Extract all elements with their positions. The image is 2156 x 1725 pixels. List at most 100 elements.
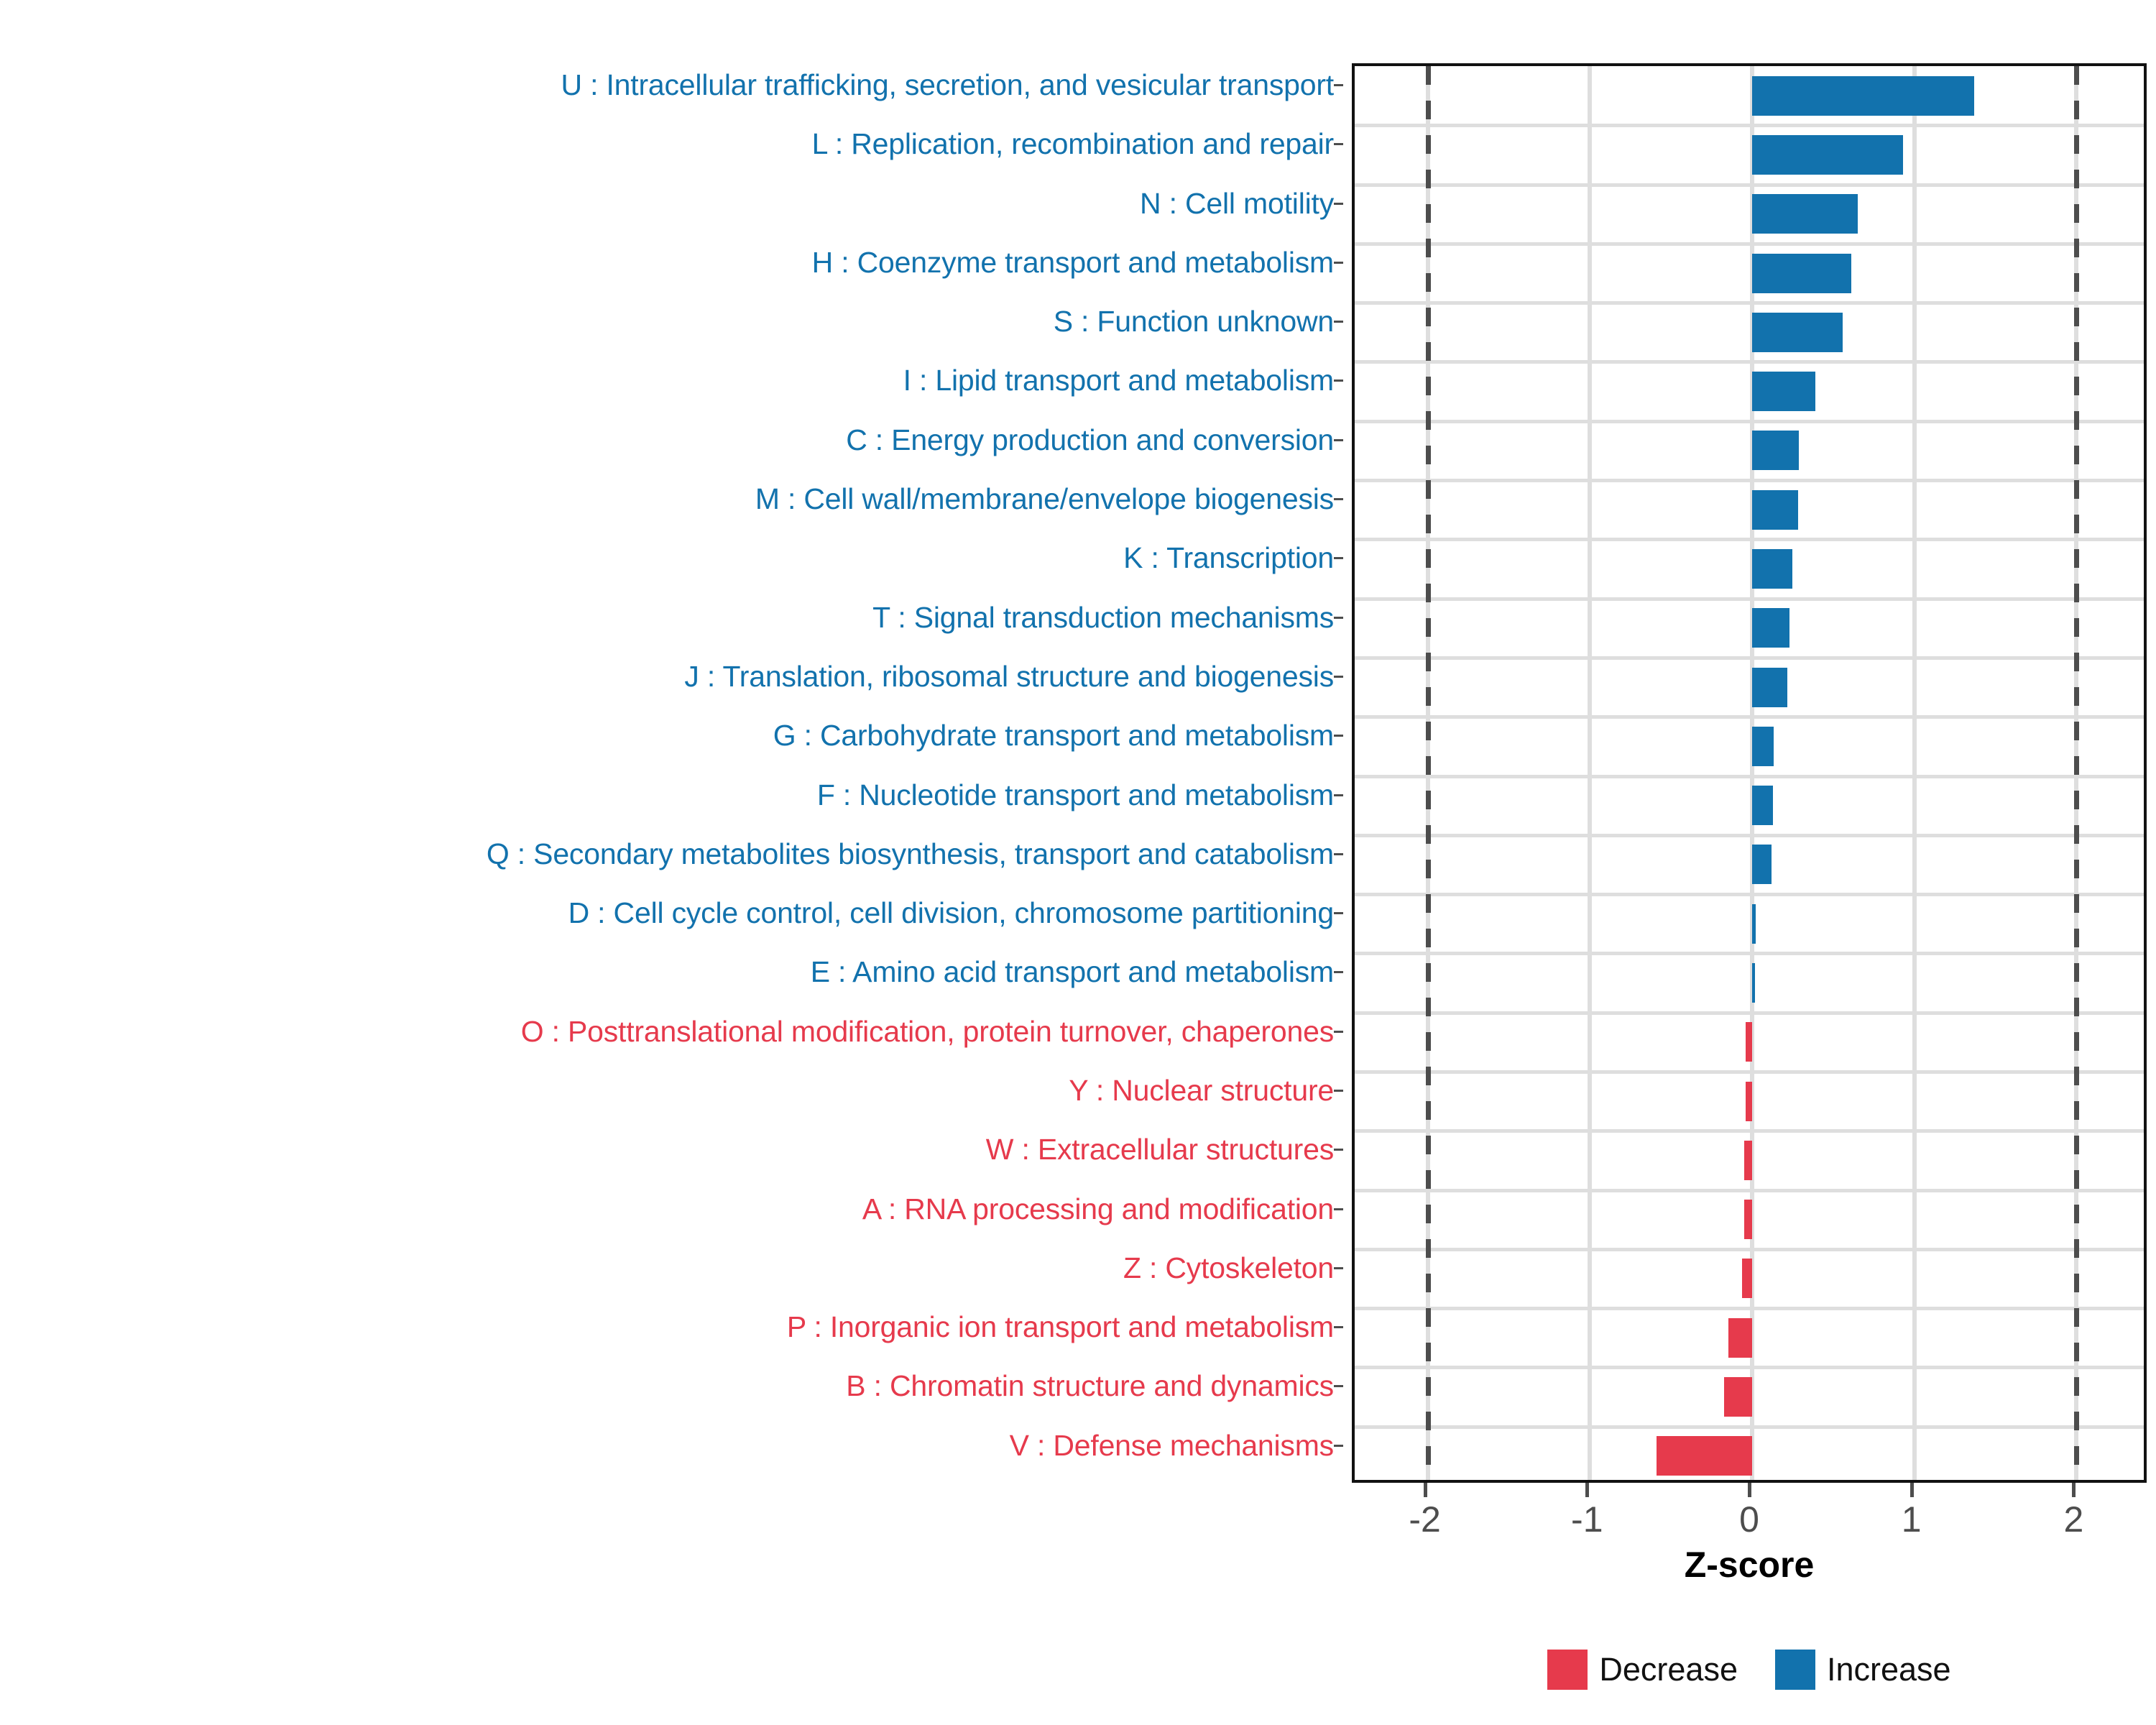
category-tick-mark [1334, 321, 1343, 323]
category-label: A : RNA processing and modification [862, 1180, 1343, 1238]
horizontal-gridline [1355, 183, 2144, 187]
horizontal-gridline [1355, 1070, 2144, 1074]
horizontal-gridline [1355, 656, 2144, 660]
vertical-gridline [1588, 66, 1593, 1480]
bar[interactable] [1752, 845, 1772, 885]
bar[interactable] [1752, 963, 1755, 1003]
bar[interactable] [1752, 608, 1789, 648]
category-label: G : Carbohydrate transport and metabolis… [773, 707, 1343, 764]
horizontal-gridline [1355, 1366, 2144, 1370]
category-label: U : Intracellular trafficking, secretion… [561, 56, 1343, 114]
category-tick-mark [1334, 1149, 1343, 1151]
bar[interactable] [1752, 253, 1851, 293]
horizontal-gridline [1355, 242, 2144, 246]
category-tick-mark [1334, 735, 1343, 737]
x-tick-label: -1 [1571, 1499, 1603, 1540]
legend-swatch-increase [1774, 1650, 1815, 1690]
legend-swatch-decrease [1547, 1650, 1588, 1690]
category-tick-mark [1334, 261, 1343, 264]
x-tick-mark [2072, 1483, 2076, 1497]
category-label: D : Cell cycle control, cell division, c… [568, 884, 1343, 942]
category-tick-mark [1334, 1385, 1343, 1388]
category-label: O : Posttranslational modification, prot… [521, 1003, 1343, 1060]
x-tick-label: -2 [1409, 1499, 1441, 1540]
category-tick-mark [1334, 971, 1343, 974]
x-tick-label: 0 [1739, 1499, 1759, 1540]
category-tick-mark [1334, 794, 1343, 796]
category-label: B : Chromatin structure and dynamics [846, 1357, 1343, 1414]
horizontal-gridline [1355, 715, 2144, 719]
legend-label: Increase [1826, 1651, 1951, 1688]
bar[interactable] [1723, 1377, 1752, 1417]
bar[interactable] [1752, 431, 1800, 471]
x-tick-label: 1 [1901, 1499, 1922, 1540]
category-tick-mark [1334, 1444, 1343, 1447]
horizontal-gridline [1355, 124, 2144, 128]
horizontal-gridline [1355, 952, 2144, 956]
x-tick-label: 2 [2063, 1499, 2084, 1540]
vertical-gridline [1750, 66, 1754, 1480]
category-label: Q : Secondary metabolites biosynthesis, … [487, 825, 1343, 883]
bar[interactable] [1745, 1022, 1752, 1062]
category-tick-mark [1334, 1326, 1343, 1329]
reference-line [1425, 66, 1431, 1480]
bar[interactable] [1752, 667, 1787, 707]
bar[interactable] [1743, 1200, 1752, 1240]
bar[interactable] [1657, 1436, 1752, 1476]
horizontal-gridline [1355, 1307, 2144, 1311]
horizontal-gridline [1355, 1129, 2144, 1133]
category-tick-mark [1334, 498, 1343, 501]
bar[interactable] [1752, 489, 1799, 530]
category-tick-mark [1334, 1030, 1343, 1033]
bar[interactable] [1752, 548, 1793, 589]
category-label: I : Lipid transport and metabolism [903, 351, 1343, 409]
category-tick-mark [1334, 143, 1343, 146]
category-tick-mark [1334, 616, 1343, 619]
bar[interactable] [1752, 726, 1774, 766]
category-axis-labels: U : Intracellular trafficking, secretion… [0, 56, 1343, 1462]
category-tick-mark [1334, 852, 1343, 855]
category-label: S : Function unknown [1054, 293, 1343, 350]
bar[interactable] [1745, 1081, 1752, 1121]
reference-line [2074, 66, 2080, 1480]
vertical-gridline [1912, 66, 1917, 1480]
bar[interactable] [1742, 1259, 1752, 1299]
bar[interactable] [1744, 1140, 1752, 1180]
bar[interactable] [1752, 75, 1975, 116]
category-tick-mark [1334, 1089, 1343, 1092]
category-label: Z : Cytoskeleton [1123, 1239, 1343, 1297]
category-tick-mark [1334, 84, 1343, 86]
bar[interactable] [1752, 372, 1816, 412]
category-label: L : Replication, recombination and repai… [812, 115, 1343, 172]
horizontal-gridline [1355, 1425, 2144, 1429]
bar[interactable] [1752, 903, 1756, 944]
category-label: P : Inorganic ion transport and metaboli… [787, 1298, 1343, 1356]
legend-item-increase[interactable]: Increase [1774, 1650, 1951, 1690]
category-tick-mark [1334, 380, 1343, 382]
bar[interactable] [1752, 312, 1843, 352]
bar[interactable] [1752, 194, 1858, 234]
horizontal-gridline [1355, 833, 2144, 837]
category-label: C : Energy production and conversion [846, 411, 1343, 469]
horizontal-gridline [1355, 419, 2144, 423]
legend-label: Decrease [1599, 1651, 1738, 1688]
category-label: J : Translation, ribosomal structure and… [684, 648, 1343, 705]
category-tick-mark [1334, 675, 1343, 678]
horizontal-gridline [1355, 597, 2144, 601]
plot-panel [1352, 63, 2147, 1483]
horizontal-gridline [1355, 360, 2144, 364]
category-label: W : Extracellular structures [986, 1121, 1343, 1178]
category-label: K : Transcription [1123, 529, 1343, 586]
bar[interactable] [1728, 1317, 1752, 1358]
legend-item-decrease[interactable]: Decrease [1547, 1650, 1738, 1690]
bar[interactable] [1752, 134, 1903, 175]
horizontal-gridline [1355, 1188, 2144, 1192]
bar[interactable] [1752, 786, 1774, 826]
x-tick-mark [1748, 1483, 1751, 1497]
horizontal-gridline [1355, 1247, 2144, 1251]
category-label: F : Nucleotide transport and metabolism [817, 766, 1343, 824]
x-tick-mark [1585, 1483, 1590, 1497]
category-tick-mark [1334, 202, 1343, 205]
horizontal-gridline [1355, 1011, 2144, 1015]
category-label: Y : Nuclear structure [1069, 1062, 1343, 1119]
